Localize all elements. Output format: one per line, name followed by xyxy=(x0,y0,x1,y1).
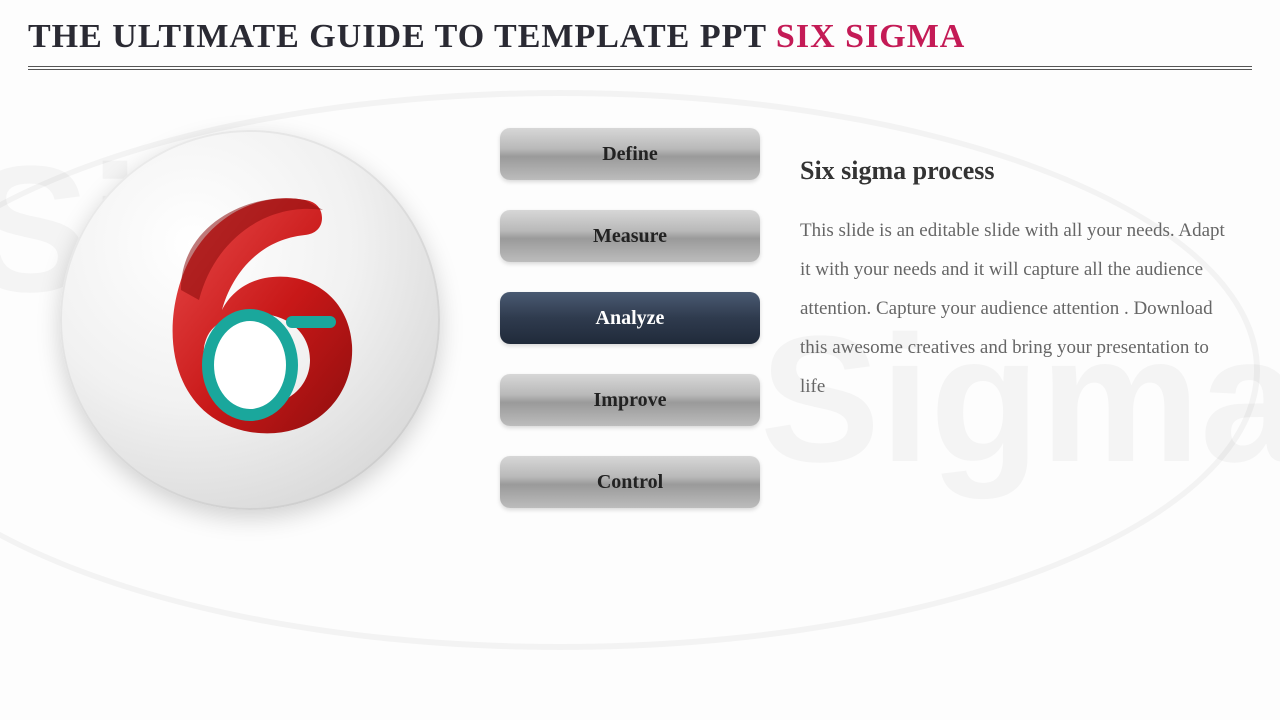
slide-title: THE ULTIMATE GUIDE TO TEMPLATE PPT SIX S… xyxy=(28,18,1252,56)
pill-improve[interactable]: Improve xyxy=(500,374,760,426)
description-column: Six sigma process This slide is an edita… xyxy=(800,120,1240,407)
pill-label: Improve xyxy=(594,389,667,412)
pill-define[interactable]: Define xyxy=(500,128,760,180)
six-sigma-icon xyxy=(100,170,400,470)
pill-label: Define xyxy=(602,143,658,166)
title-accent: SIX SIGMA xyxy=(776,18,965,55)
dmaic-pill-list: Define Measure Analyze Improve Control xyxy=(500,120,760,508)
six-sigma-badge xyxy=(60,130,440,510)
description-body: This slide is an editable slide with all… xyxy=(800,212,1230,407)
pill-label: Control xyxy=(597,471,663,494)
pill-measure[interactable]: Measure xyxy=(500,210,760,262)
pill-label: Analyze xyxy=(596,307,665,330)
slide-content: Define Measure Analyze Improve Control S… xyxy=(0,80,1280,510)
pill-control[interactable]: Control xyxy=(500,456,760,508)
pill-analyze[interactable]: Analyze xyxy=(500,292,760,344)
title-main: THE ULTIMATE GUIDE TO TEMPLATE PPT xyxy=(28,18,776,55)
title-double-rule xyxy=(28,66,1252,70)
slide-header: THE ULTIMATE GUIDE TO TEMPLATE PPT SIX S… xyxy=(0,0,1280,80)
description-heading: Six sigma process xyxy=(800,156,1230,186)
pill-label: Measure xyxy=(593,225,667,248)
badge-column xyxy=(40,120,460,510)
